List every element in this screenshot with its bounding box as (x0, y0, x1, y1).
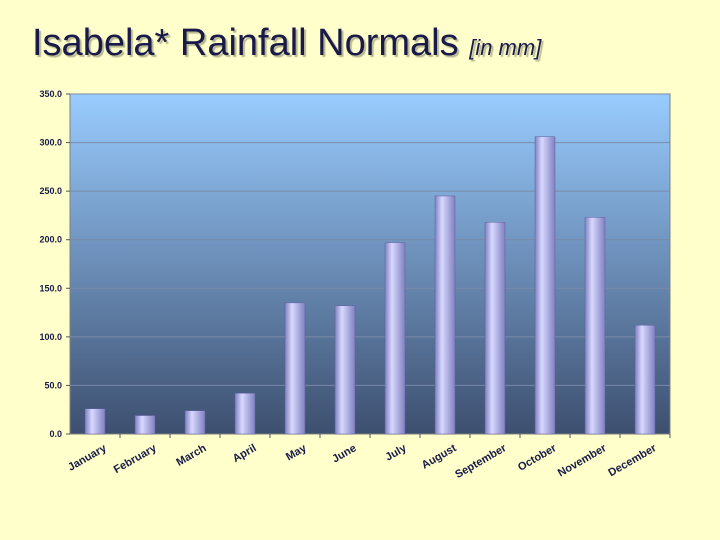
x-tick-label: May (284, 442, 309, 464)
x-tick-label: March (174, 442, 208, 469)
x-tick-label: December (606, 442, 659, 479)
x-tick-label: June (330, 442, 358, 465)
plot-area (69, 93, 671, 435)
x-tick-label: August (420, 442, 459, 472)
bar-december (634, 324, 656, 435)
bar-april (234, 392, 256, 435)
x-tick-label: January (66, 442, 109, 474)
y-tick-label: 100.0 (39, 332, 62, 342)
bar-october (534, 136, 556, 435)
bar-may (284, 302, 306, 435)
y-tick-label: 0.0 (49, 429, 62, 439)
bar-september (484, 221, 506, 435)
bar-march (184, 410, 206, 435)
x-tick-label: November (556, 442, 609, 480)
bar-november (584, 217, 606, 435)
y-tick-label: 150.0 (39, 283, 62, 293)
title-text: Isabela* Rainfall Normals (32, 22, 459, 64)
bar-january (84, 408, 106, 435)
y-tick-label: 200.0 (39, 235, 62, 245)
bar-february (134, 415, 156, 435)
title-unit: [in mm] (469, 35, 542, 60)
bar-july (384, 242, 406, 435)
bar-august (434, 195, 456, 435)
x-tick-label: February (112, 442, 160, 476)
x-tick-label: October (516, 442, 559, 474)
y-tick-label: 300.0 (39, 138, 62, 148)
y-tick-label: 350.0 (39, 89, 62, 99)
chart-title: Isabela* Rainfall Normals [in mm] (32, 22, 541, 65)
x-tick-label: July (383, 442, 409, 464)
x-tick-label: April (231, 442, 259, 465)
y-tick-label: 50.0 (44, 380, 62, 390)
y-tick-label: 250.0 (39, 186, 62, 196)
bar-june (334, 305, 356, 435)
x-tick-label: September (453, 442, 509, 481)
